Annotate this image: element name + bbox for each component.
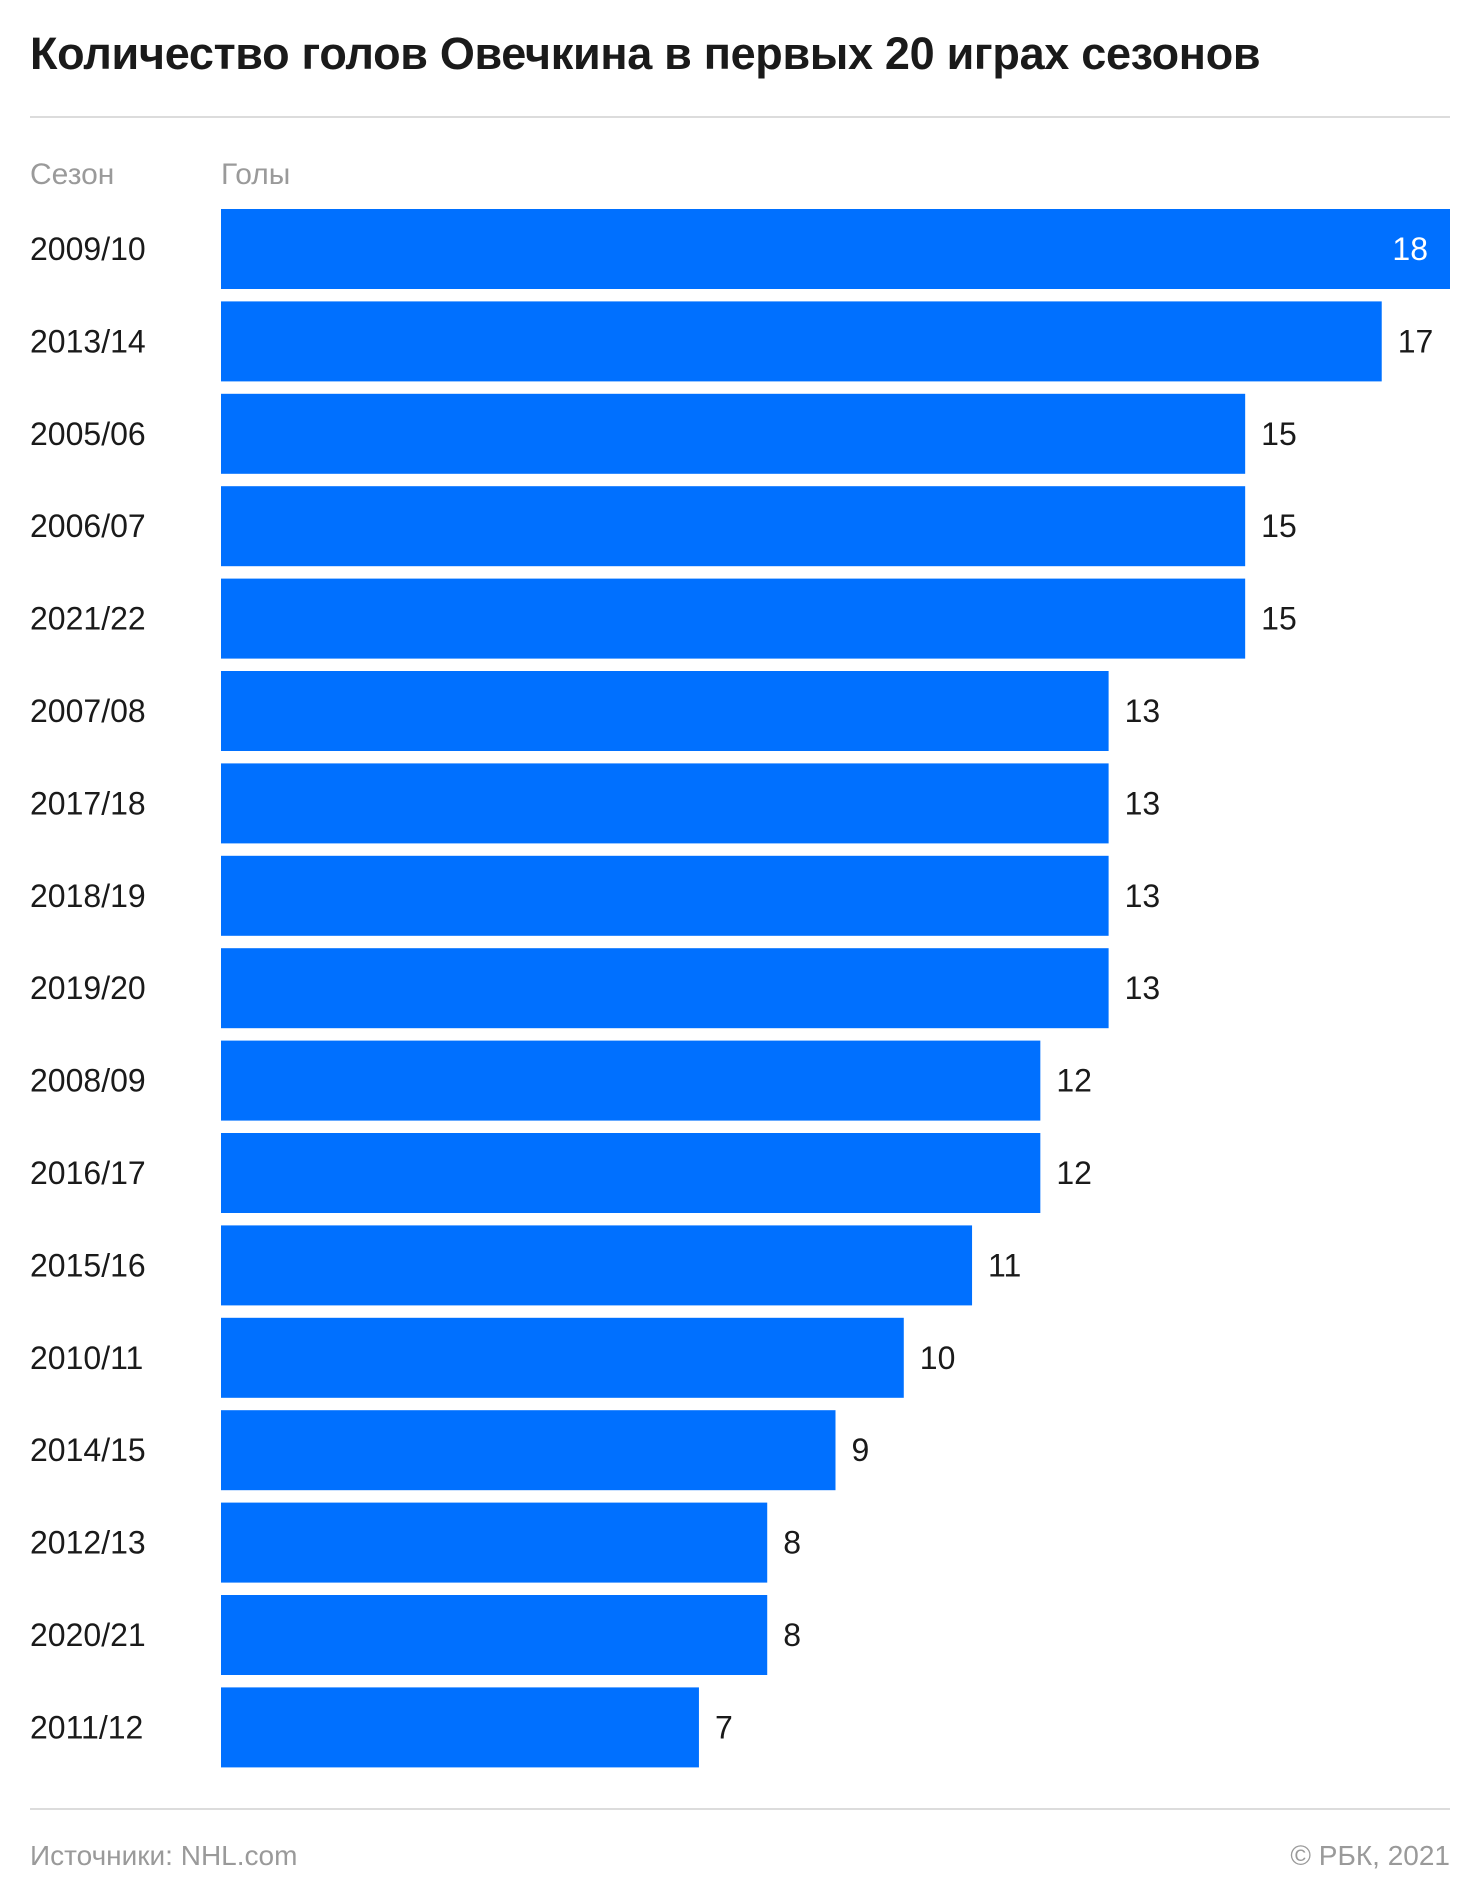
bar <box>221 1687 699 1768</box>
season-label: 2012/13 <box>30 1525 146 1561</box>
value-label: 15 <box>1261 508 1297 544</box>
source-note: Источники: NHL.com <box>30 1840 298 1871</box>
goals-column-header: Голы <box>221 158 291 191</box>
bar <box>221 1410 836 1491</box>
bar <box>221 1225 973 1306</box>
value-label: 10 <box>920 1340 956 1376</box>
bottom-divider <box>30 1808 1450 1810</box>
value-label: 18 <box>1392 231 1428 267</box>
value-label: 8 <box>783 1525 801 1561</box>
season-label: 2010/11 <box>30 1340 143 1376</box>
season-label: 2015/16 <box>30 1247 146 1283</box>
bar <box>221 209 1450 289</box>
season-label: 2018/19 <box>30 878 146 914</box>
top-divider <box>30 116 1450 118</box>
season-label: 2006/07 <box>30 508 146 544</box>
chart-title: Количество голов Овечкина в первых 20 иг… <box>30 28 1261 79</box>
value-label: 7 <box>715 1709 733 1745</box>
value-label: 17 <box>1398 323 1434 359</box>
value-label: 9 <box>852 1432 870 1468</box>
bar <box>221 763 1109 844</box>
season-label: 2007/08 <box>30 693 146 729</box>
bar <box>221 671 1109 751</box>
bar <box>221 393 1246 474</box>
bar <box>221 1502 768 1583</box>
bar <box>221 1317 904 1398</box>
value-label: 11 <box>988 1247 1021 1283</box>
bar <box>221 948 1109 1029</box>
season-label: 2016/17 <box>30 1155 146 1191</box>
season-label: 2017/18 <box>30 785 146 821</box>
bar <box>221 301 1382 382</box>
season-label: 2005/06 <box>30 416 146 452</box>
season-label: 2020/21 <box>30 1617 146 1653</box>
season-label: 2014/15 <box>30 1432 146 1468</box>
bar <box>221 855 1109 936</box>
value-label: 15 <box>1261 601 1297 637</box>
bar <box>221 578 1246 659</box>
bar <box>221 1595 768 1675</box>
value-label: 12 <box>1056 1063 1092 1099</box>
value-label: 13 <box>1125 785 1161 821</box>
season-label: 2008/09 <box>30 1063 146 1099</box>
value-label: 12 <box>1056 1155 1092 1191</box>
value-label: 8 <box>783 1617 801 1653</box>
value-label: 13 <box>1125 693 1161 729</box>
bar <box>221 1133 1041 1213</box>
season-label: 2013/14 <box>30 323 146 359</box>
value-label: 13 <box>1125 970 1161 1006</box>
bar <box>221 1040 1041 1121</box>
season-label: 2011/12 <box>30 1709 143 1745</box>
value-label: 13 <box>1125 878 1161 914</box>
bar <box>221 486 1246 567</box>
value-label: 15 <box>1261 416 1297 452</box>
season-label: 2019/20 <box>30 970 146 1006</box>
copyright-note: © РБК, 2021 <box>1290 1840 1450 1871</box>
season-column-header: Сезон <box>30 158 115 191</box>
season-label: 2009/10 <box>30 231 146 267</box>
season-label: 2021/22 <box>30 601 146 637</box>
